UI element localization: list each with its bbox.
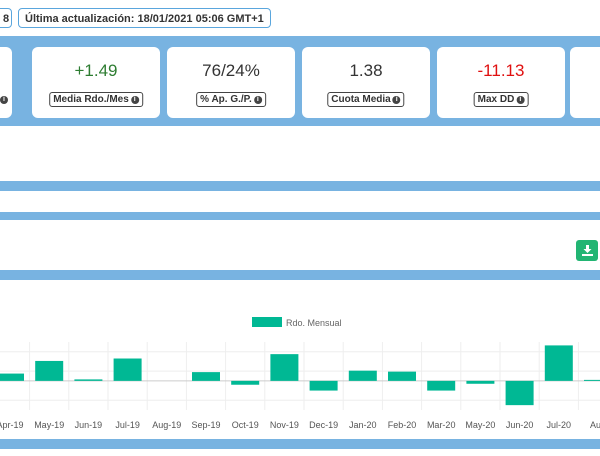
bar[interactable]	[74, 379, 103, 381]
max-dd-value: -11.13	[477, 61, 525, 80]
info-icon[interactable]: i	[0, 96, 8, 104]
info-icon[interactable]: i	[516, 95, 525, 104]
bar[interactable]	[309, 380, 338, 391]
section-divider	[0, 212, 600, 220]
stat-card-win-loss: 76/24% % Ap. G./P. i	[167, 47, 295, 118]
win-loss-value: 76/24%	[202, 61, 260, 80]
bar[interactable]	[544, 345, 573, 381]
x-tick-label: Nov-19	[270, 420, 299, 430]
stat-card-0: i	[0, 47, 12, 118]
bar[interactable]	[388, 371, 416, 381]
bar[interactable]	[348, 370, 377, 381]
download-icon	[581, 245, 593, 256]
bar[interactable]	[584, 379, 600, 381]
bar[interactable]	[427, 380, 456, 391]
avg-monthly-value: +1.49	[74, 61, 118, 80]
x-tick-label: May-20	[465, 420, 495, 430]
bar[interactable]	[466, 380, 495, 384]
x-tick-label: Aug-19	[152, 420, 181, 430]
x-tick-label: Jun-19	[75, 420, 103, 430]
bar[interactable]	[231, 380, 260, 385]
x-tick-label: Sep-19	[191, 420, 220, 430]
last-update-badge: Última actualización: 18/01/2021 05:06 G…	[18, 8, 271, 28]
section-divider	[0, 439, 600, 449]
x-tick-label: Oct-19	[232, 420, 259, 430]
x-tick-label: Feb-20	[388, 420, 417, 430]
section-divider	[0, 181, 600, 191]
stat-card-avg-odds: 1.38 Cuota Media i	[302, 47, 430, 118]
x-tick-label: Mar-20	[427, 420, 456, 430]
stat-card-max-dd: -11.13 Max DD i	[437, 47, 565, 118]
legend-label: Rdo. Mensual	[286, 318, 342, 328]
avg-odds-label: Cuota Media i	[327, 92, 405, 107]
avg-odds-value: 1.38	[349, 61, 383, 80]
bar[interactable]	[505, 380, 534, 406]
info-icon[interactable]: i	[130, 95, 139, 104]
x-tick-label: Jul-19	[115, 420, 140, 430]
avg-monthly-label: Media Rdo./Mes i	[49, 92, 143, 107]
section-divider	[0, 270, 600, 280]
x-tick-label: Dec-19	[309, 420, 338, 430]
max-dd-label: Max DD i	[473, 92, 529, 107]
x-tick-label: Aug	[590, 420, 600, 430]
bar[interactable]	[0, 373, 24, 381]
bar[interactable]	[113, 358, 142, 381]
monthly-result-chart: Rdo. Mensual Apr-19 May-19 Jun-19 Jul-19 Aug-…	[0, 317, 600, 430]
bar[interactable]	[270, 354, 299, 381]
x-tick-label: May-19	[34, 420, 64, 430]
info-icon[interactable]: i	[392, 95, 401, 104]
win-loss-label: % Ap. G./P. i	[196, 92, 266, 107]
legend-swatch	[252, 317, 282, 327]
stat-card-avg-monthly: +1.49 Media Rdo./Mes i	[32, 47, 160, 118]
x-tick-label: Jun-20	[506, 420, 534, 430]
x-tick-label: Jul-20	[547, 420, 572, 430]
info-icon[interactable]: i	[253, 95, 262, 104]
left-badge: 8	[0, 8, 12, 28]
x-tick-label: Jan-20	[349, 420, 377, 430]
bar[interactable]	[35, 360, 64, 381]
download-button[interactable]	[576, 240, 598, 261]
x-tick-label: Apr-19	[0, 420, 24, 430]
bar[interactable]	[192, 372, 220, 381]
stat-card-5	[570, 47, 600, 118]
